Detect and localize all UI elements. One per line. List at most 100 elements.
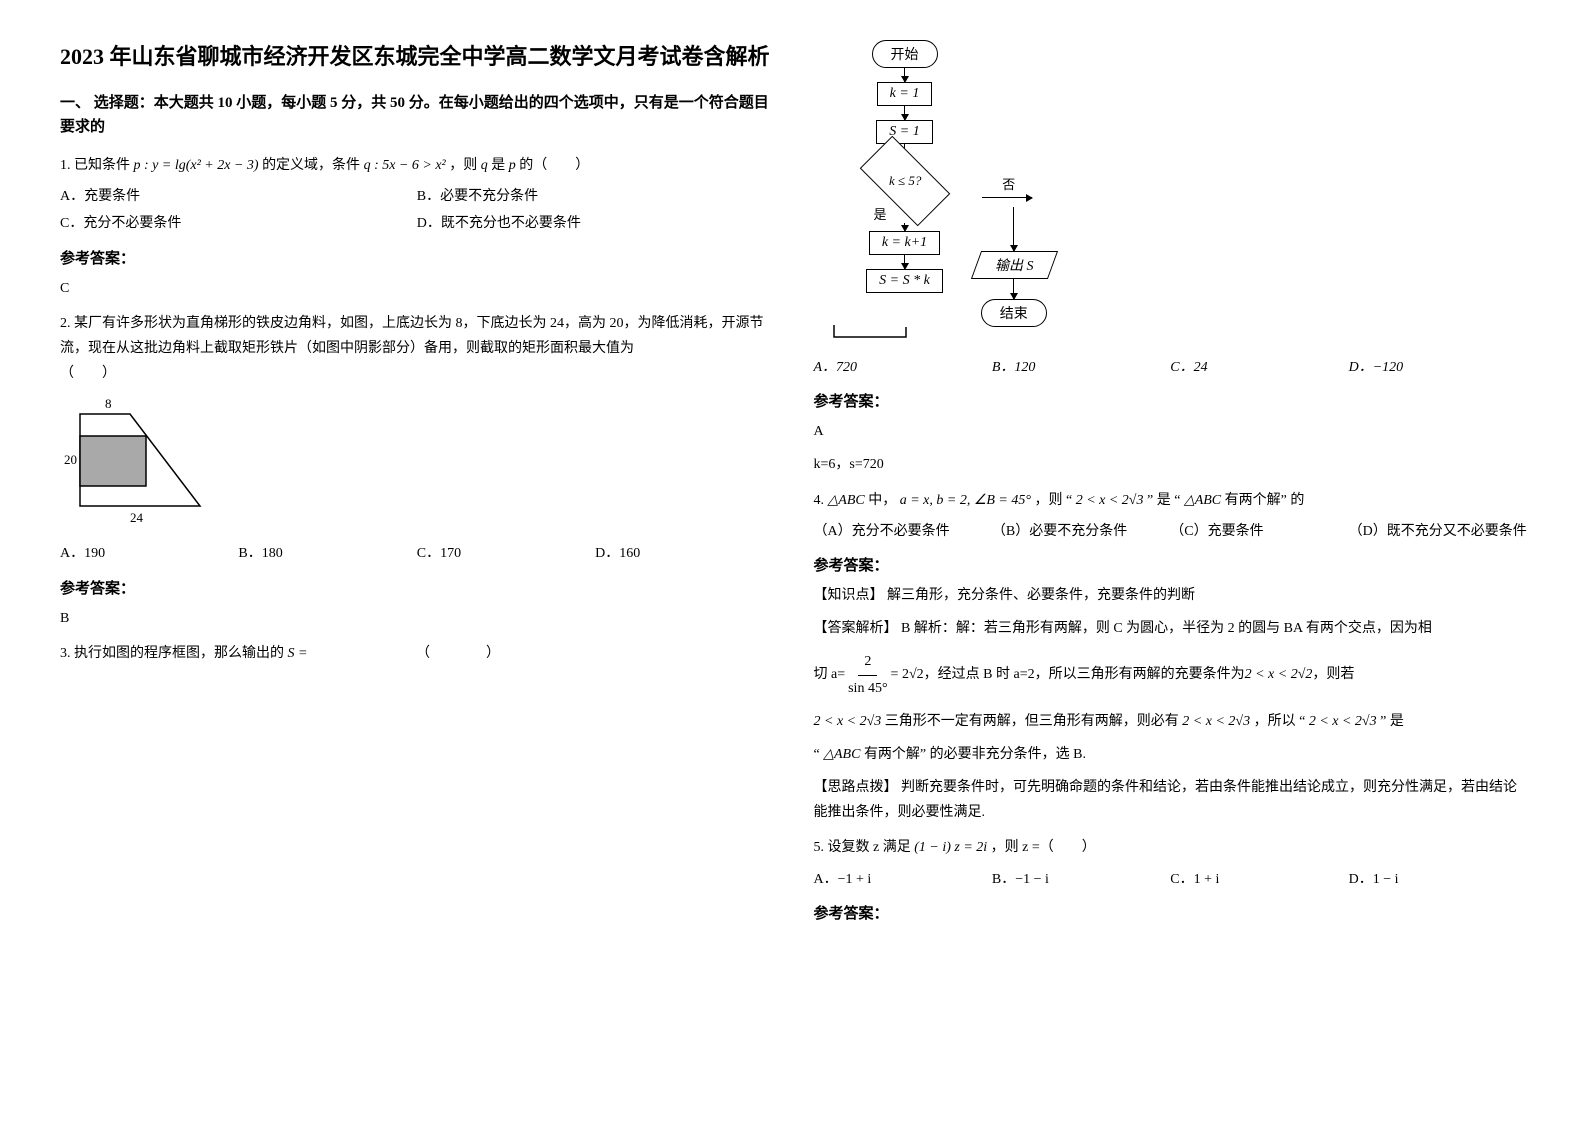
q3-answer-label: 参考答案： (814, 390, 1528, 411)
q4-d: ” 是 “ (1147, 493, 1180, 508)
flow-line (1013, 207, 1014, 251)
flow-k1: k = 1 (877, 82, 933, 106)
q2-figure: 8 20 24 (60, 396, 774, 531)
q4-ans2a: 切 a= (814, 662, 846, 687)
q2-text: 2. 某厂有许多形状为直角梯形的铁皮边角料，如图，上底边长为 8，下底边长为 2… (60, 311, 774, 387)
q1-options-row2: C．充分不必要条件 D．既不充分也不必要条件 (60, 211, 774, 236)
flow-kinc: k = k+1 (869, 231, 940, 255)
q4-analysis2: 切 a= 2 sin 45° = 2√2 ，经过点 B 时 a=2，所以三角形有… (814, 649, 1528, 700)
q5-options: A．−1 + i B．−1 − i C．1 + i D．1 − i (814, 867, 1528, 892)
q1-options-row1: A．充要条件 B．必要不充分条件 (60, 184, 774, 209)
q1-c: ，则 (449, 158, 477, 173)
q4-frac-top: 2 (858, 649, 877, 675)
q4-ans3a: 2 < x < 2√3 (814, 714, 882, 729)
q2-fig-top-label: 8 (105, 396, 112, 411)
q5-eq: (1 − i) z = 2i (914, 840, 987, 855)
q3-text: 3. 执行如图的程序框图，那么输出的 S = （ ） (60, 641, 774, 666)
q3-a: 3. 执行如图的程序框图，那么输出的 (60, 646, 284, 661)
q4-analysis4: “ △ABC 有两个解” 的必要非充分条件，选 B. (814, 742, 1528, 767)
q2-opt-c: C．170 (417, 541, 595, 566)
flow-smul: S = S * k (866, 269, 943, 293)
q4-e: 有两个解” 的 (1225, 493, 1305, 508)
q1-opt-d: D．既不充分也不必要条件 (417, 211, 774, 236)
q1-opt-b: B．必要不充分条件 (417, 184, 774, 209)
q3-opt-b: B．120 (992, 360, 1036, 375)
q2-fig-bottom-label: 24 (130, 510, 144, 525)
flow-hline (982, 197, 1032, 198)
flow-cond-text: k ≤ 5? (888, 173, 920, 189)
q4-kn-label: 【知识点】 (814, 588, 884, 603)
q1-answer-label: 参考答案： (60, 247, 774, 268)
q5-opt-b: B．−1 − i (992, 867, 1170, 892)
q4-ans1: B 解析：解：若三角形有两解，则 C 为圆心，半径为 2 的圆与 BA 有两个交… (901, 621, 1432, 636)
q3-flowchart: 开始 k = 1 S = 1 k ≤ 5? 是 k = k+1 S (814, 40, 1528, 345)
q4-eq: = 2√2 (891, 662, 924, 687)
flow-yes-label: 是 (874, 204, 887, 223)
q5-opt-d: D．1 − i (1349, 867, 1527, 892)
q4-opt-c: （C）充要条件 (1170, 519, 1348, 544)
page-title: 2023 年山东省聊城市经济开发区东城完全中学高二数学文月考试卷含解析 (60, 40, 774, 73)
q1-formula-s: p (509, 158, 516, 173)
flow-loopback (814, 325, 1094, 345)
q1-text: 1. 已知条件 p : y = lg(x² + 2x − 3) 的定义域，条件 … (60, 153, 774, 178)
q3-b: （ ） (311, 646, 500, 661)
q4-answer-label: 参考答案： (814, 554, 1528, 575)
q4-b: 中， (868, 493, 896, 508)
q1-a: 1. 已知条件 (60, 158, 130, 173)
q2-fig-left-label: 20 (64, 452, 77, 467)
q4-tip-label: 【思路点拨】 (814, 780, 898, 795)
flow-line (1013, 279, 1014, 299)
q1-e: 的（ ） (519, 158, 589, 173)
q1-opt-c: C．充分不必要条件 (60, 211, 417, 236)
q2-opt-b: B．180 (238, 541, 416, 566)
section-heading: 一、 选择题：本大题共 10 小题，每小题 5 分，共 50 分。在每小题给出的… (60, 91, 774, 139)
q5-a: 5. 设复数 z 满足 (814, 840, 911, 855)
q4-opt-b: （B）必要不充分条件 (992, 519, 1170, 544)
flow-line (904, 68, 905, 82)
flow-end: 结束 (981, 299, 1047, 327)
flow-output: 输出 S (970, 251, 1057, 279)
flow-no-label: 否 (1002, 174, 1015, 193)
q1-answer: C (60, 276, 774, 301)
q4-ans4b: 有两个解” 的必要非充分条件，选 B. (864, 747, 1086, 762)
q4-cond: a = x, b = 2, ∠B = 45° (900, 493, 1031, 508)
q2-opt-d: D．160 (595, 541, 773, 566)
q4-tri2: △ABC (1184, 493, 1221, 508)
q4-opt-a: （A）充分不必要条件 (814, 519, 992, 544)
flow-s1: S = 1 (876, 120, 932, 144)
q4-fraction: 2 sin 45° (848, 649, 887, 700)
flow-start: 开始 (872, 40, 938, 68)
q1-formula-r: q (481, 158, 488, 173)
q4-a: 4. (814, 493, 828, 508)
q3-answer2: k=6，s=720 (814, 452, 1528, 477)
q1-formula-q: q : 5x − 6 > x² (364, 158, 446, 173)
q3-formula: S = (288, 646, 308, 661)
q2-shaded-rect (80, 436, 146, 486)
q4-ans2c: ，则若 (1312, 662, 1354, 687)
q2-answer-label: 参考答案： (60, 577, 774, 598)
q1-formula-p: p : y = lg(x² + 2x − 3) (134, 158, 259, 173)
q4-ans2b: ，经过点 B 时 a=2，所以三角形有两解的充要条件为 (924, 662, 1245, 687)
q3-opt-c: C．24 (1170, 360, 1207, 375)
q4-c: ，则 “ (1034, 493, 1072, 508)
q4-ans3d: ，所以 “ (1254, 714, 1306, 729)
q3-answer: A (814, 419, 1528, 444)
q4-analysis1: 【答案解析】 B 解析：解：若三角形有两解，则 C 为圆心，半径为 2 的圆与 … (814, 616, 1528, 641)
q4-ans4tri: △ABC (823, 747, 860, 762)
flow-line (904, 106, 905, 120)
q4-options: （A）充分不必要条件 （B）必要不充分条件 （C）充要条件 （D）既不充分又不必… (814, 519, 1528, 544)
flow-line (904, 255, 905, 269)
q4-frac-bot: sin 45° (848, 676, 887, 701)
q4-cond2: 2 < x < 2√2 (1245, 662, 1313, 687)
q5-answer-label: 参考答案： (814, 902, 1528, 923)
q3-opt-d: D．−120 (1349, 360, 1404, 375)
q4-ans3b: 三角形不一定有两解，但三角形有两解，则必有 (885, 714, 1179, 729)
q2-answer: B (60, 606, 774, 631)
q3-opt-a: A．720 (814, 360, 858, 375)
flow-line (904, 223, 905, 231)
q3-options: A．720 B．120 C．24 D．−120 (814, 355, 1528, 380)
q5-opt-c: C．1 + i (1170, 867, 1348, 892)
q2-options: A．190 B．180 C．170 D．160 (60, 541, 774, 566)
q4-ans4a: “ (814, 747, 820, 762)
q1-d: 是 (491, 158, 505, 173)
